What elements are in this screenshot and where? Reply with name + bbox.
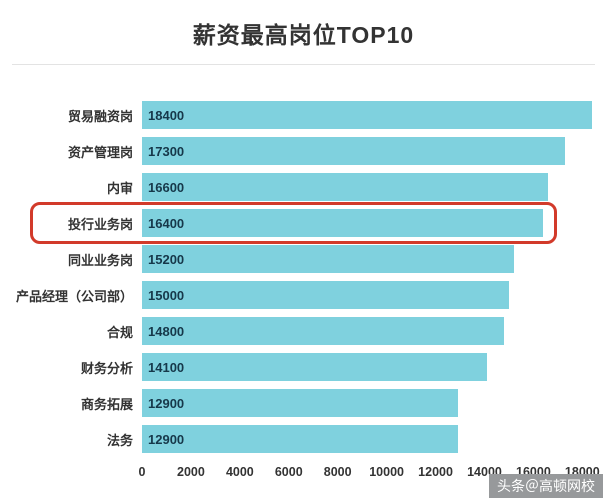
category-label: 同业业务岗	[67, 252, 133, 268]
bar-track: 14100	[142, 353, 597, 381]
bar-chart: 贸易融资岗 18400 资产管理岗 17300 内审 16600 投行业务岗 16400 同业业…	[0, 97, 607, 487]
title-divider	[12, 64, 595, 65]
bar-rows: 贸易融资岗 18400 资产管理岗 17300 内审 16600 投行业务岗 16400 同业业…	[10, 97, 597, 457]
bar-track: 16400	[142, 209, 597, 237]
value-label: 18400	[148, 107, 185, 123]
x-tick-label: 8000	[323, 465, 352, 479]
category-label: 资产管理岗	[67, 144, 133, 160]
category-label: 投行业务岗	[67, 216, 133, 232]
x-tick-label: 6000	[274, 465, 303, 479]
category-label: 贸易融资岗	[67, 108, 133, 124]
bar: 15200	[142, 245, 514, 273]
category-label: 商务拓展	[80, 396, 133, 412]
bar-row: 法务 12900	[10, 421, 597, 457]
bar-track: 17300	[142, 137, 597, 165]
value-label: 14800	[148, 323, 185, 339]
category-label: 产品经理（公司部）	[15, 288, 133, 304]
bar-row: 商务拓展 12900	[10, 385, 597, 421]
bar-row: 财务分析 14100	[10, 349, 597, 385]
value-label: 12900	[148, 431, 185, 447]
watermark-badge: 头条＠高顿网校	[489, 474, 603, 498]
value-label: 12900	[148, 395, 185, 411]
category-label: 法务	[106, 432, 133, 448]
bar-track: 15000	[142, 281, 597, 309]
value-label: 17300	[148, 143, 185, 159]
bar-row: 投行业务岗 16400	[10, 202, 597, 244]
bar: 17300	[142, 137, 566, 165]
bar: 16600	[142, 173, 549, 201]
bar-row: 资产管理岗 17300	[10, 133, 597, 169]
x-tick-label: 4000	[225, 465, 254, 479]
category-label: 内审	[106, 180, 133, 196]
category-label: 财务分析	[80, 360, 133, 376]
category-label: 合规	[106, 324, 133, 340]
bar: 14800	[142, 317, 505, 345]
bar-track: 15200	[142, 245, 597, 273]
chart-title: 薪资最高岗位TOP10	[192, 22, 415, 48]
bar-track: 18400	[142, 101, 597, 129]
bar: 12900	[142, 389, 458, 417]
bar-row: 同业业务岗 15200	[10, 241, 597, 277]
bar-row: 合规 14800	[10, 313, 597, 349]
bar-row: 内审 16600	[10, 169, 597, 205]
bar-track: 16600	[142, 173, 597, 201]
value-label: 14100	[148, 359, 185, 375]
value-label: 15000	[148, 287, 185, 303]
x-tick-label: 10000	[369, 465, 404, 479]
bar-track: 12900	[142, 389, 597, 417]
x-tick-label: 0	[138, 465, 146, 479]
x-tick-label: 12000	[418, 465, 453, 479]
x-tick-label: 2000	[177, 465, 205, 479]
value-label: 16600	[148, 179, 185, 195]
value-label: 16400	[148, 215, 185, 231]
bar: 18400	[142, 101, 593, 129]
bar-track: 12900	[142, 425, 597, 453]
bar-row: 贸易融资岗 18400	[10, 97, 597, 133]
bar-track: 14800	[142, 317, 597, 345]
bar: 12900	[142, 425, 458, 453]
bar-row: 产品经理（公司部） 15000	[10, 277, 597, 313]
bar: 14100	[142, 353, 487, 381]
bar: 15000	[142, 281, 509, 309]
bar: 16400	[142, 209, 544, 237]
value-label: 15200	[148, 251, 185, 267]
